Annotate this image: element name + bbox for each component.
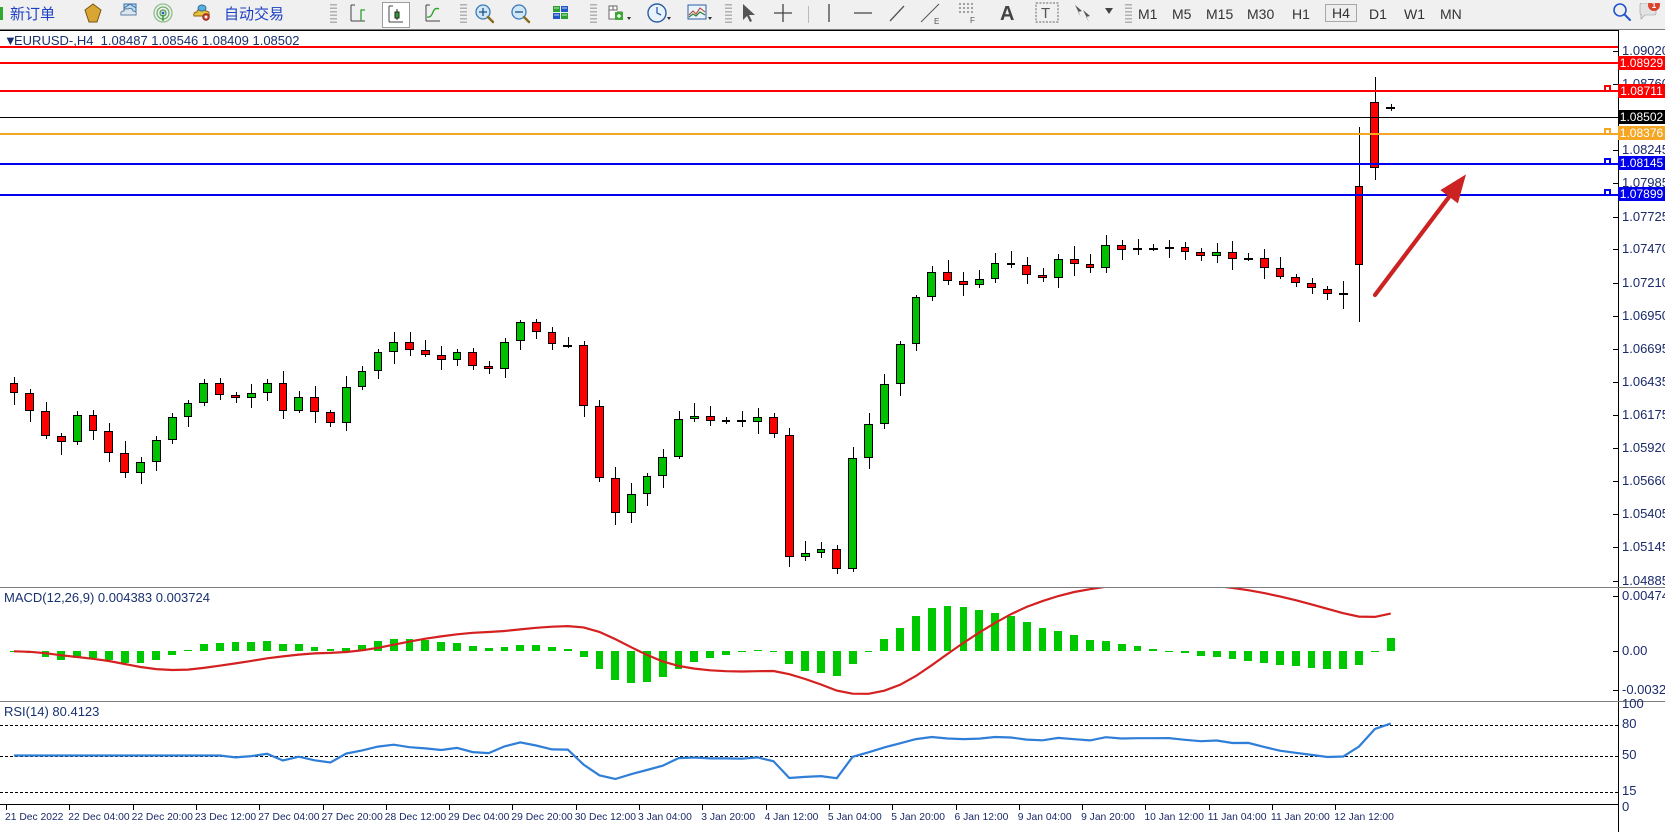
svg-text:1: 1: [1652, 3, 1657, 10]
svg-text:T: T: [1041, 5, 1050, 22]
svg-text:E: E: [934, 17, 939, 26]
svg-text:F: F: [970, 16, 975, 24]
